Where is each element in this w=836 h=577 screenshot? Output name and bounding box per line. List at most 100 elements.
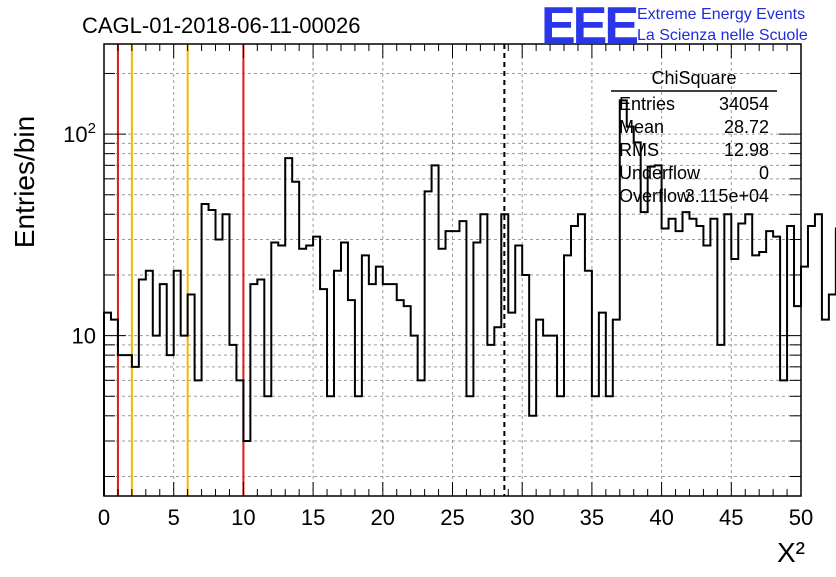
histogram-bin (264, 396, 271, 496)
histogram-bin (313, 237, 320, 496)
histogram-bin (209, 210, 216, 496)
histogram-bin (599, 313, 606, 496)
stats-box: ChiSquare Entries 34054 Mean 28.72 RMS 1… (611, 68, 777, 206)
histogram-bin (766, 231, 773, 496)
x-tick-label: 35 (580, 505, 604, 530)
histogram-bin (376, 267, 383, 496)
histogram-bin (717, 345, 724, 496)
histogram-bin (202, 204, 209, 496)
histogram-bin (683, 212, 690, 496)
y-tick-label: 10 (72, 324, 96, 349)
histogram-bin (236, 380, 243, 496)
histogram-bin (299, 249, 306, 496)
histogram-bin (355, 396, 362, 496)
histogram-bin (571, 226, 578, 496)
histogram-bin (752, 255, 759, 496)
histogram-bin (780, 380, 787, 496)
histogram-bin (529, 416, 536, 496)
histogram-bin (689, 219, 696, 496)
y-axis-title: Entries/bin (9, 116, 40, 248)
histogram-bin (174, 271, 181, 496)
histogram-bin (383, 284, 390, 496)
histogram-bin (327, 396, 334, 496)
histogram-bin (306, 246, 313, 496)
histogram-bin (522, 275, 529, 496)
histogram-bin (613, 320, 620, 496)
histogram-bin (508, 313, 515, 496)
histogram-bin (292, 182, 299, 496)
grid (104, 44, 801, 496)
x-tick-label: 20 (371, 505, 395, 530)
eee-logo: EEE Extreme Energy Events La Scienza nel… (541, 0, 808, 55)
x-tick-label: 10 (231, 505, 255, 530)
histogram-bin (229, 345, 236, 496)
histogram-bin (564, 255, 571, 496)
eee-logo-line1: Extreme Energy Events (637, 6, 805, 23)
histogram-bin (285, 158, 292, 496)
histogram-bin (250, 284, 257, 496)
histogram-bin (167, 355, 174, 496)
histogram-bin (808, 226, 815, 496)
histogram-bin (125, 355, 132, 496)
histogram-bin (425, 191, 432, 496)
histogram-bin (585, 271, 592, 496)
eee-logo-line2: La Scienza nelle Scuole (637, 27, 808, 44)
x-tick-label: 30 (510, 505, 534, 530)
stat-value: 28.72 (724, 117, 769, 137)
histogram-bin (243, 441, 250, 496)
x-tick-label: 0 (98, 505, 110, 530)
histogram-bin (320, 289, 327, 496)
histogram-bin (334, 271, 341, 496)
histogram-bin (787, 226, 794, 496)
histogram-bin (655, 165, 662, 496)
stat-value: 3.115e+04 (685, 186, 769, 206)
histogram-bin (515, 246, 522, 496)
stats-title: ChiSquare (651, 68, 736, 88)
stat-value: 34054 (719, 94, 769, 114)
histogram-bin (494, 327, 501, 496)
histogram-bin (348, 300, 355, 496)
x-tick-label: 25 (440, 505, 464, 530)
stat-value: 12.98 (724, 140, 769, 160)
stat-label: RMS (619, 140, 659, 160)
x-tick-label: 45 (719, 505, 743, 530)
histogram-bin (703, 246, 710, 496)
histogram-bin (195, 380, 202, 496)
histogram-bin (696, 226, 703, 496)
histogram-bin (592, 396, 599, 496)
histogram-bin (669, 219, 676, 496)
histogram-bin (459, 221, 466, 496)
x-tick-label: 5 (168, 505, 180, 530)
histogram-bin (104, 313, 111, 496)
x-tick-label: 15 (301, 505, 325, 530)
histogram-bin (473, 242, 480, 496)
histogram-bin (676, 231, 683, 496)
histogram-bin (257, 279, 264, 496)
histogram-bin (146, 271, 153, 496)
histogram-bin (446, 231, 453, 496)
histogram-bin (466, 396, 473, 496)
histogram-bin (557, 396, 564, 496)
histogram-bin (369, 284, 376, 496)
histogram-bin (710, 219, 717, 496)
histogram-bin (397, 300, 404, 496)
histogram-bin (606, 396, 613, 496)
stat-label: Underflow (619, 163, 701, 183)
histogram-bin (815, 214, 822, 496)
histogram-bin (418, 380, 425, 496)
stat-label: Entries (619, 94, 675, 114)
stat-label: Mean (619, 117, 664, 137)
histogram-bin (432, 165, 439, 496)
run-title: CAGL-01-2018-06-11-00026 (82, 13, 360, 38)
x-tick-label: 50 (789, 505, 813, 530)
histogram-bin (536, 320, 543, 496)
stat-value: 0 (759, 163, 769, 183)
histogram-bin (278, 246, 285, 496)
histogram-bin (487, 345, 494, 496)
histogram-bin (648, 167, 655, 496)
histogram-bin (731, 259, 738, 496)
histogram-bin (111, 320, 118, 496)
histogram-bin (829, 294, 836, 496)
